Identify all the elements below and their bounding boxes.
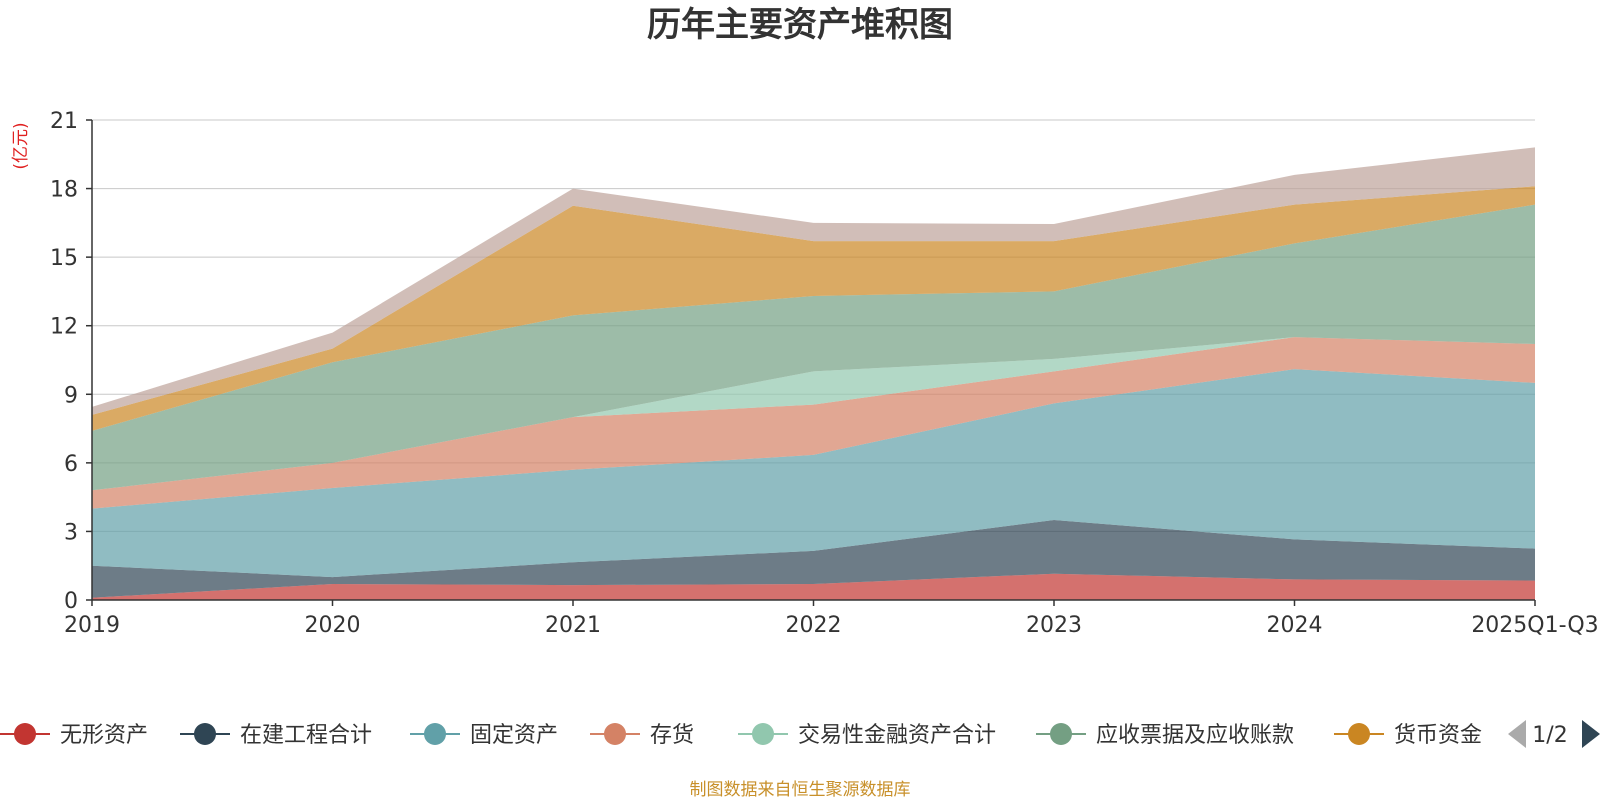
area-series[interactable]: [92, 520, 1535, 598]
area-series[interactable]: [92, 147, 1535, 415]
legend-circle-icon: [1348, 723, 1370, 745]
y-tick-label: 0: [64, 589, 78, 614]
legend-page-label: 1/2: [1532, 723, 1567, 748]
y-tick-labels: 0 3 6 9 12 15 18 21: [50, 109, 92, 614]
y-tick-label: 21: [50, 109, 78, 134]
area-series[interactable]: [92, 204, 1535, 491]
y-tick-label: 15: [50, 246, 78, 271]
x-tick-label: 2022: [786, 613, 842, 638]
legend-item[interactable]: 在建工程合计: [180, 723, 372, 748]
legend-circle-icon: [14, 723, 36, 745]
legend-label: 存货: [650, 723, 694, 748]
legend-label: 交易性金融资产合计: [798, 723, 996, 748]
legend-circle-icon: [424, 723, 446, 745]
y-tick-label: 12: [50, 315, 78, 340]
legend-label: 无形资产: [60, 723, 148, 748]
y-axis-unit: (亿元): [11, 122, 31, 169]
y-tick-label: 6: [64, 452, 78, 477]
legend-pager: 1/2: [1508, 720, 1600, 748]
legend-next-arrow-icon[interactable]: [1582, 720, 1600, 748]
legend-label: 应收票据及应收账款: [1096, 723, 1294, 748]
legend-circle-icon: [752, 723, 774, 745]
x-tick-labels: 2019 2020 2021 2022 2023 2024 2025Q1-Q3: [64, 600, 1599, 638]
stacked-areas: [92, 147, 1535, 600]
legend-label: 在建工程合计: [240, 723, 372, 748]
legend-item[interactable]: 货币资金: [1334, 723, 1482, 748]
legend-item[interactable]: 应收票据及应收账款: [1036, 723, 1294, 748]
legend-label: 货币资金: [1394, 723, 1482, 748]
source-note: 制图数据来自恒生聚源数据库: [690, 780, 911, 800]
legend-item[interactable]: 存货: [590, 723, 694, 748]
legend-prev-arrow-icon[interactable]: [1508, 720, 1526, 748]
area-series[interactable]: [92, 573, 1535, 600]
legend-circle-icon: [1050, 723, 1072, 745]
legend-item[interactable]: 固定资产: [410, 723, 558, 748]
x-tick-label: 2024: [1267, 613, 1323, 638]
y-tick-label: 18: [50, 178, 78, 203]
area-series[interactable]: [92, 369, 1535, 578]
legend-circle-icon: [604, 723, 626, 745]
area-series[interactable]: [92, 337, 1535, 509]
chart-title: 历年主要资产堆积图: [647, 5, 953, 45]
x-tick-label: 2020: [305, 613, 361, 638]
x-tick-label: 2023: [1026, 613, 1082, 638]
legend-circle-icon: [194, 723, 216, 745]
x-tick-label: 2021: [545, 613, 601, 638]
legend-label: 固定资产: [470, 723, 558, 748]
legend: 无形资产 在建工程合计 固定资产 存货 交易性金融资产合计 应收票据及应收账款 货币资金: [0, 723, 1482, 748]
legend-item[interactable]: 交易性金融资产合计: [738, 723, 996, 748]
y-tick-label: 9: [64, 383, 78, 408]
area-series[interactable]: [92, 186, 1535, 431]
x-tick-label: 2019: [64, 613, 120, 638]
x-tick-label: 2025Q1-Q3: [1471, 613, 1598, 638]
legend-item[interactable]: 无形资产: [0, 723, 148, 748]
y-tick-label: 3: [64, 520, 78, 545]
